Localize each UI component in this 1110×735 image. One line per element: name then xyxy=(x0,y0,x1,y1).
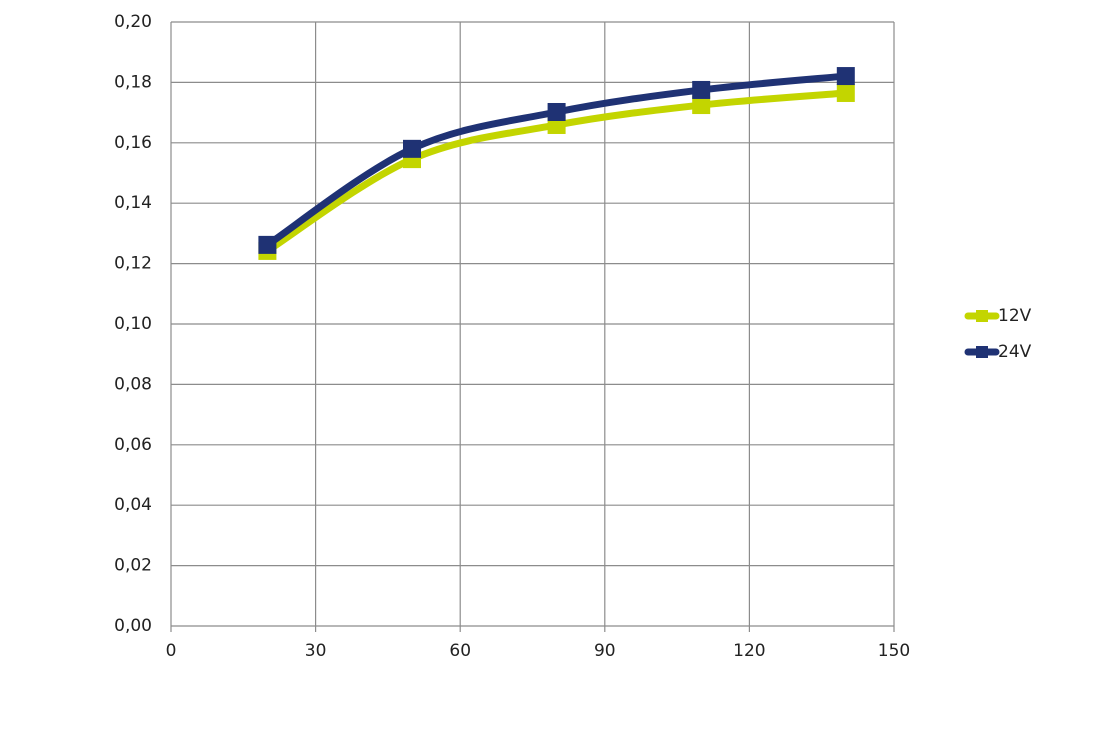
point-marker xyxy=(836,67,855,86)
y-tick-label: 0,02 xyxy=(114,556,152,576)
y-tick-label: 0,10 xyxy=(114,314,152,334)
y-tick-label: 0,16 xyxy=(114,133,152,153)
y-tick-label: 0,20 xyxy=(114,12,152,32)
legend-marker xyxy=(976,310,988,322)
point-marker xyxy=(547,102,566,121)
x-tick-label: 150 xyxy=(878,641,910,661)
x-tick-label: 90 xyxy=(594,641,616,661)
point-marker xyxy=(403,139,421,158)
point-marker xyxy=(692,96,711,115)
point-marker xyxy=(258,235,277,254)
x-tick-label: 0 xyxy=(166,641,177,661)
y-tick-label: 0,08 xyxy=(114,374,152,394)
x-tick-label: 30 xyxy=(305,641,327,661)
legend-label: 12V xyxy=(998,306,1032,326)
y-tick-label: 0,06 xyxy=(114,435,152,455)
y-tick-label: 0,00 xyxy=(114,616,152,636)
y-tick-label: 0,12 xyxy=(114,254,152,274)
y-tick-label: 0,14 xyxy=(114,193,152,213)
legend-marker xyxy=(976,346,988,358)
legend-label: 24V xyxy=(998,342,1032,362)
y-tick-label: 0,18 xyxy=(114,72,152,92)
point-marker xyxy=(836,83,855,102)
x-tick-label: 120 xyxy=(733,641,765,661)
x-tick-label: 60 xyxy=(449,641,471,661)
point-marker xyxy=(692,80,711,99)
y-tick-label: 0,04 xyxy=(114,495,152,515)
